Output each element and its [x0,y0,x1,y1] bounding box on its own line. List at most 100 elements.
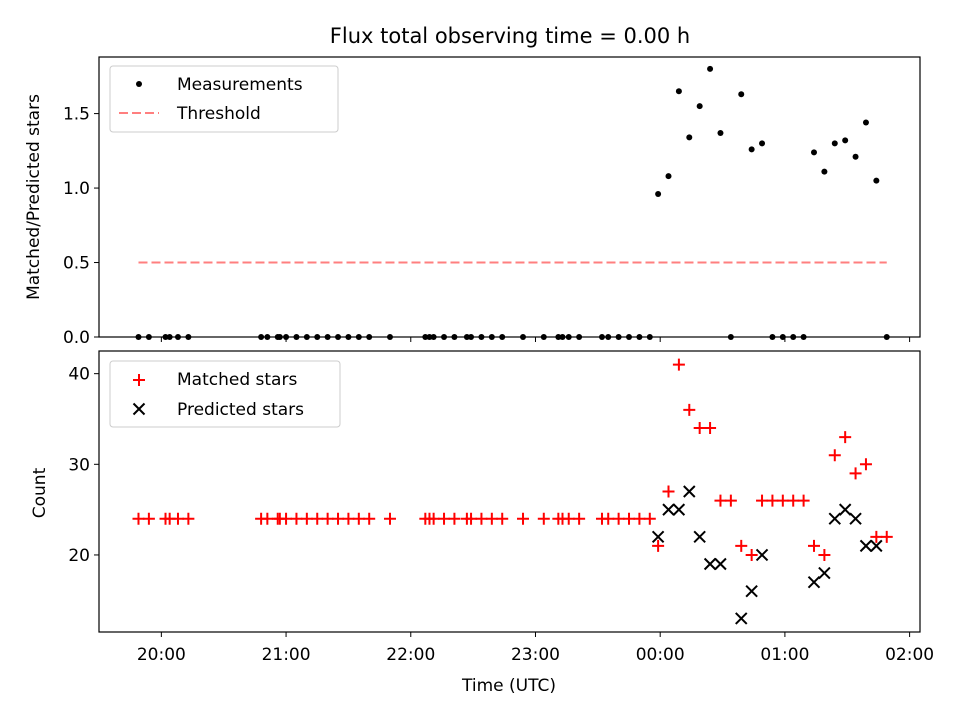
measurement-point [276,334,283,340]
measurement-point [559,334,566,340]
matched-point [602,512,615,525]
measurement-point [665,173,672,180]
top-y-tick-label: 1.5 [63,105,90,125]
threshold-legend-label: Threshold [176,104,261,124]
measurement-point [426,334,433,340]
measurement-point [717,129,724,136]
measurement-point [883,334,890,340]
predicted-point [859,539,873,553]
measurement-point [759,140,766,147]
measurement-point [463,334,470,340]
bottom-legend: Matched stars Predicted stars [109,360,341,428]
x-tick-label: 23:00 [511,645,560,665]
matched-point [475,512,488,525]
measurement-point [779,334,786,340]
measurement-point [135,334,142,340]
measurement-point [162,334,169,340]
measurement-point [696,103,703,110]
matched-point [693,422,706,435]
matched-point [612,512,625,525]
measurement-point [145,334,152,340]
matched-legend-marker [133,374,145,386]
matched-point [870,530,883,543]
matched-point [332,512,345,525]
measurement-point [769,334,776,340]
measurement-point [386,334,393,340]
measurement-point [686,134,693,141]
predicted-point [693,530,706,544]
matched-point [132,512,145,525]
measurement-point [314,334,321,340]
predicted-point [755,548,769,562]
top-y-tick-label: 0.0 [63,328,90,348]
predicted-point [818,566,831,580]
bottom-ylabel: Count [30,467,50,518]
matched-point [672,358,685,371]
measurement-point [355,334,362,340]
matched-point [828,449,841,462]
matched-point [363,512,376,525]
x-tick-label: 21:00 [262,645,311,665]
measurement-point [335,334,342,340]
matched-point [766,494,779,507]
predicted-point [807,575,821,589]
measurement-point [451,334,458,340]
matched-point [807,539,820,552]
matched-point [643,512,656,525]
measurement-point [821,168,828,175]
matched-point [859,458,872,471]
top-legend: Measurements Threshold [109,65,339,133]
matched-point [142,512,155,525]
matched-point [797,494,810,507]
bottom-axes-frame [98,350,921,633]
top-axes-frame [98,56,921,338]
predicted-point [662,503,675,516]
matched-point [485,512,498,525]
measurement-point [430,334,437,340]
matched-point [683,403,696,416]
measurement-point [800,334,807,340]
measurement-legend-marker [136,81,142,87]
predicted-point [838,503,852,516]
measurement-legend-label: Measurements [177,75,303,95]
measurement-point [727,334,734,340]
matched-point [261,512,274,525]
matched-point [562,512,575,525]
bottom-y-tick-label: 20 [68,546,90,566]
matched-point [465,512,478,525]
top-y-tick-label: 0.5 [63,254,90,274]
bottom-plot-area: 20 30 40 20:00 21:00 22:00 23:00 00:00 01:00 02:0… [68,350,934,665]
measurement-point [852,153,859,160]
measurement-point [626,334,633,340]
matched-point [352,512,365,525]
matched-point [448,512,461,525]
matched-point [290,512,303,525]
matched-point [496,512,509,525]
measurement-point [873,177,880,184]
matched-point [745,548,758,561]
matched-point [517,512,530,525]
predicted-point [828,512,841,525]
measurement-point [293,334,300,340]
measurement-point [488,334,495,340]
matched-point [735,539,748,552]
matched-point [756,494,769,507]
measurement-point [499,334,506,340]
matched-point [383,512,396,525]
measurement-point [303,334,310,340]
predicted-point [651,530,665,544]
matched-point [427,512,440,525]
x-tick-label: 00:00 [636,645,685,665]
matched-point [300,512,313,525]
measurement-point [842,137,849,144]
predicted-point [745,585,758,598]
figure-title: Flux total observing time = 0.00 h [330,24,690,48]
matched-point [342,512,355,525]
predicted-legend-label: Predicted stars [177,400,304,420]
matched-point [724,494,737,507]
measurement-point [520,334,527,340]
bottom-y-tick-label: 40 [68,365,90,385]
matched-point [623,512,636,525]
measurement-point [615,334,622,340]
matched-point [438,512,451,525]
